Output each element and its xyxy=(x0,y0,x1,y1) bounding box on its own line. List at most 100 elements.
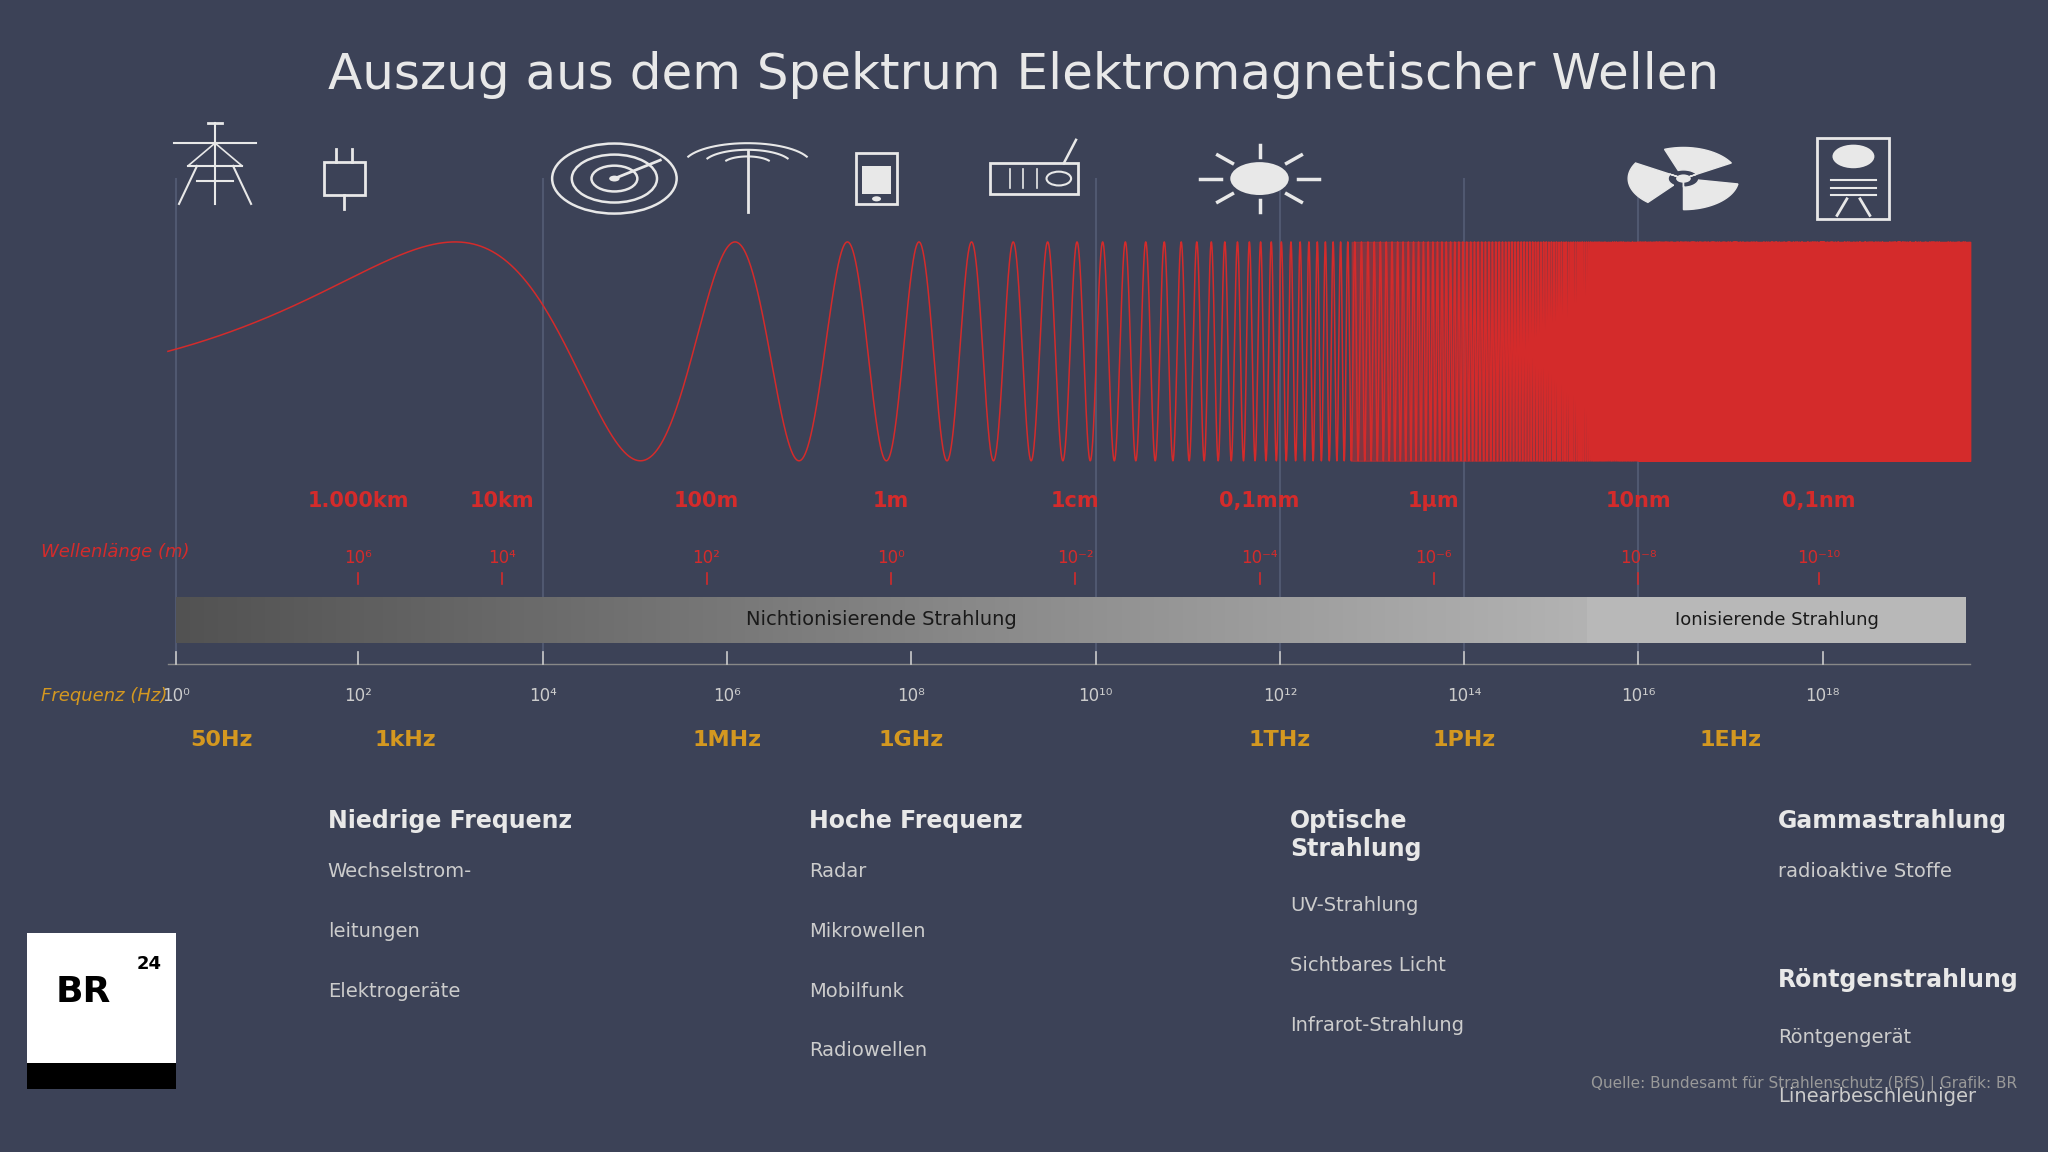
Bar xyxy=(1470,597,1475,643)
Bar xyxy=(1403,597,1409,643)
Bar xyxy=(1479,597,1483,643)
Bar xyxy=(387,597,393,643)
Bar xyxy=(307,597,313,643)
Bar xyxy=(487,597,492,643)
Text: 10km: 10km xyxy=(469,491,535,511)
Text: Niedrige Frequenz: Niedrige Frequenz xyxy=(328,809,571,833)
Bar xyxy=(989,164,1079,194)
Text: 1.000km: 1.000km xyxy=(307,491,410,511)
Bar xyxy=(764,597,768,643)
Bar xyxy=(1559,597,1565,643)
Bar xyxy=(176,597,180,643)
Bar xyxy=(741,597,745,643)
Bar xyxy=(463,597,467,643)
Bar xyxy=(1055,597,1061,643)
Polygon shape xyxy=(1628,164,1683,203)
Bar xyxy=(1343,597,1348,643)
Bar xyxy=(1069,597,1075,643)
Bar xyxy=(434,597,440,643)
Bar xyxy=(1565,597,1569,643)
Bar xyxy=(641,597,647,643)
Bar xyxy=(346,597,350,643)
Bar xyxy=(369,597,373,643)
Bar xyxy=(698,597,702,643)
Bar xyxy=(1296,597,1300,643)
Text: 10¹²: 10¹² xyxy=(1264,687,1296,705)
Text: 1m: 1m xyxy=(872,491,909,511)
Text: Sichtbares Licht: Sichtbares Licht xyxy=(1290,956,1446,975)
Bar xyxy=(1370,597,1376,643)
Bar xyxy=(354,597,360,643)
Bar xyxy=(539,597,543,643)
Bar xyxy=(1169,597,1174,643)
Bar xyxy=(444,597,449,643)
Bar xyxy=(408,597,412,643)
Bar xyxy=(213,597,219,643)
Bar xyxy=(856,153,897,204)
Bar xyxy=(1141,597,1145,643)
Bar xyxy=(1217,597,1221,643)
Bar xyxy=(496,597,500,643)
Text: 10¹⁰: 10¹⁰ xyxy=(1079,687,1112,705)
Text: BR: BR xyxy=(55,976,111,1009)
Bar xyxy=(1239,597,1243,643)
Bar xyxy=(449,597,455,643)
Bar xyxy=(1497,597,1503,643)
Bar xyxy=(1290,597,1296,643)
Bar xyxy=(227,597,233,643)
Bar xyxy=(1493,597,1497,643)
Bar xyxy=(1587,597,1966,643)
Text: 10¹⁸: 10¹⁸ xyxy=(1806,687,1839,705)
Bar xyxy=(1384,597,1391,643)
Bar xyxy=(1362,597,1366,643)
Text: 10⁶: 10⁶ xyxy=(344,548,373,567)
Text: Mobilfunk: Mobilfunk xyxy=(809,982,903,1000)
Bar xyxy=(510,597,514,643)
Bar xyxy=(260,597,266,643)
Bar xyxy=(840,597,844,643)
Bar xyxy=(266,597,270,643)
Bar xyxy=(702,597,709,643)
Bar xyxy=(397,597,401,643)
Bar xyxy=(623,597,627,643)
Text: Wellenlänge (m): Wellenlänge (m) xyxy=(41,543,190,561)
Bar xyxy=(934,597,938,643)
Bar xyxy=(336,597,340,643)
Bar xyxy=(995,597,999,643)
Bar xyxy=(1475,597,1479,643)
Bar xyxy=(426,597,430,643)
Bar xyxy=(1036,597,1042,643)
Bar xyxy=(1149,597,1155,643)
Bar xyxy=(1116,597,1122,643)
Bar xyxy=(895,597,901,643)
Bar xyxy=(735,597,741,643)
Bar xyxy=(1550,597,1554,643)
Bar xyxy=(1221,597,1225,643)
Bar xyxy=(891,597,895,643)
Text: 1cm: 1cm xyxy=(1051,491,1100,511)
Bar xyxy=(303,597,307,643)
Bar xyxy=(1032,597,1036,643)
Bar xyxy=(27,933,176,1089)
Bar xyxy=(1206,597,1210,643)
Text: 1MHz: 1MHz xyxy=(692,729,762,750)
Bar xyxy=(928,597,934,643)
Bar xyxy=(1518,597,1522,643)
Bar xyxy=(920,597,924,643)
Text: 50Hz: 50Hz xyxy=(190,729,252,750)
Circle shape xyxy=(872,196,881,202)
Bar xyxy=(393,597,397,643)
Bar xyxy=(401,597,408,643)
Bar xyxy=(924,597,928,643)
Bar xyxy=(670,597,674,643)
Bar xyxy=(881,597,887,643)
Bar xyxy=(854,597,858,643)
Bar xyxy=(1366,597,1370,643)
Bar xyxy=(324,162,365,195)
Bar xyxy=(1249,597,1253,643)
Bar xyxy=(608,597,614,643)
Text: 10¹⁴: 10¹⁴ xyxy=(1448,687,1481,705)
Bar xyxy=(872,597,877,643)
Bar xyxy=(1337,597,1343,643)
Bar xyxy=(1315,597,1319,643)
